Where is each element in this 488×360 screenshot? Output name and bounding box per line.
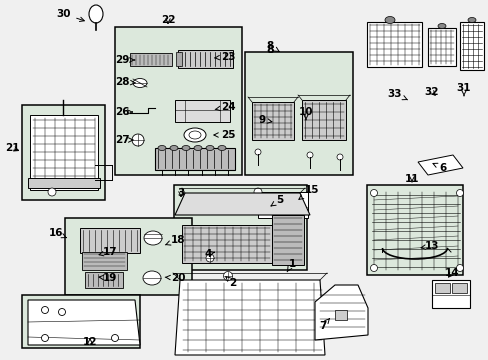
Polygon shape [175, 280, 325, 355]
Bar [434, 283, 449, 293]
Ellipse shape [142, 271, 161, 285]
Text: 12: 12 [82, 337, 97, 347]
Ellipse shape [183, 128, 205, 142]
Text: 14: 14 [444, 268, 458, 278]
Text: 21: 21 [5, 143, 19, 153]
Ellipse shape [370, 265, 377, 271]
Text: 20: 20 [165, 273, 185, 283]
Ellipse shape [189, 131, 201, 139]
Text: 13: 13 [420, 241, 438, 251]
Bar [30, 115, 98, 190]
Bar [427, 28, 455, 66]
Polygon shape [175, 193, 309, 215]
Ellipse shape [456, 265, 463, 271]
Ellipse shape [143, 231, 162, 245]
Ellipse shape [467, 18, 475, 22]
Text: 15: 15 [298, 185, 319, 199]
Text: 6: 6 [432, 163, 446, 173]
Text: 3: 3 [177, 188, 184, 198]
Bar [182, 225, 271, 263]
Bar [244, 52, 352, 175]
Bar [22, 295, 140, 348]
Bar [178, 50, 232, 68]
Text: 8: 8 [266, 41, 279, 51]
Ellipse shape [111, 334, 118, 342]
Text: 28: 28 [115, 77, 135, 87]
Text: 11: 11 [404, 174, 418, 184]
Text: 16: 16 [49, 228, 66, 238]
Text: 4: 4 [204, 249, 214, 259]
Text: 22: 22 [161, 15, 175, 25]
Text: 2: 2 [225, 277, 236, 288]
Ellipse shape [370, 189, 377, 197]
Polygon shape [314, 285, 367, 340]
Text: 24: 24 [215, 102, 235, 112]
Bar [80, 228, 140, 253]
Polygon shape [28, 300, 140, 345]
Ellipse shape [132, 134, 143, 146]
Bar [258, 192, 307, 218]
Text: 27: 27 [115, 135, 133, 145]
Bar [366, 185, 462, 275]
Bar [176, 52, 182, 66]
Ellipse shape [205, 145, 214, 150]
Ellipse shape [170, 145, 178, 150]
Text: 10: 10 [298, 107, 313, 120]
Bar [22, 105, 105, 200]
Ellipse shape [336, 154, 342, 160]
Bar [28, 178, 100, 188]
Ellipse shape [384, 17, 394, 23]
Text: 25: 25 [213, 130, 235, 140]
Ellipse shape [89, 5, 103, 23]
Bar [459, 22, 483, 70]
Bar [115, 27, 242, 175]
Text: 31: 31 [456, 83, 470, 96]
Ellipse shape [182, 145, 190, 150]
Ellipse shape [223, 271, 232, 280]
Bar [251, 102, 293, 140]
Ellipse shape [218, 145, 225, 150]
Bar [334, 310, 346, 320]
Ellipse shape [306, 152, 312, 158]
Ellipse shape [48, 188, 56, 196]
Bar [85, 272, 123, 288]
Text: 18: 18 [165, 235, 185, 245]
Text: 29: 29 [115, 55, 135, 65]
Text: 19: 19 [99, 273, 117, 283]
Bar [155, 148, 235, 170]
Text: 32: 32 [424, 87, 438, 97]
Bar [175, 100, 229, 122]
Ellipse shape [437, 23, 445, 28]
Bar [271, 215, 304, 265]
Ellipse shape [456, 189, 463, 197]
Text: 1: 1 [286, 259, 295, 272]
Bar [302, 100, 346, 140]
Bar [174, 185, 306, 270]
Ellipse shape [41, 334, 48, 342]
Text: 17: 17 [99, 247, 117, 257]
Bar [65, 218, 192, 295]
Bar [431, 280, 469, 308]
Text: 5: 5 [270, 195, 283, 206]
Polygon shape [417, 155, 462, 175]
Bar [130, 53, 172, 66]
Bar [366, 22, 421, 67]
Text: 23: 23 [214, 52, 235, 62]
Ellipse shape [41, 306, 48, 314]
Ellipse shape [254, 149, 261, 155]
Bar [451, 283, 466, 293]
Text: 30: 30 [57, 9, 84, 22]
Bar [82, 252, 127, 270]
Text: 9: 9 [258, 115, 271, 125]
Ellipse shape [133, 78, 147, 87]
Text: 33: 33 [387, 89, 407, 100]
Ellipse shape [205, 254, 214, 262]
Ellipse shape [253, 188, 262, 196]
Text: 26: 26 [115, 107, 132, 117]
Text: 7: 7 [319, 319, 329, 331]
Ellipse shape [194, 145, 202, 150]
Ellipse shape [158, 145, 165, 150]
Text: 8: 8 [265, 45, 273, 55]
Ellipse shape [59, 309, 65, 315]
